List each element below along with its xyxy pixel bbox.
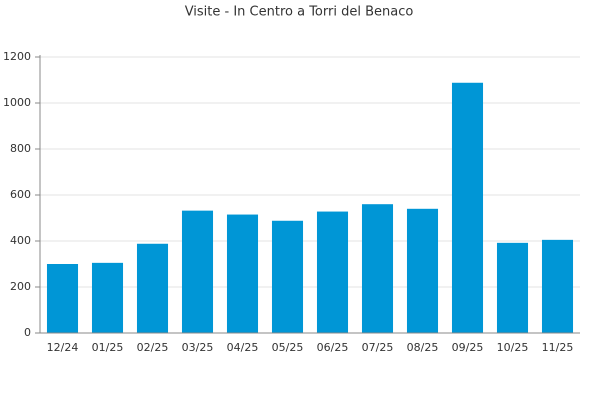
- y-tick-label: 0: [24, 326, 31, 339]
- bar: [271, 220, 304, 333]
- bar: [136, 243, 169, 333]
- y-tick-label: 800: [10, 142, 31, 155]
- bar: [181, 210, 214, 333]
- x-tick-label: 06/25: [317, 341, 349, 354]
- bar: [541, 239, 574, 333]
- x-tick-label: 05/25: [272, 341, 304, 354]
- bar: [496, 242, 529, 333]
- x-tick-label: 09/25: [452, 341, 484, 354]
- y-tick-label: 600: [10, 188, 31, 201]
- x-tick-label: 11/25: [542, 341, 574, 354]
- x-tick-label: 12/24: [47, 341, 79, 354]
- x-tick-label: 01/25: [92, 341, 124, 354]
- x-tick-label: 03/25: [182, 341, 214, 354]
- bar: [361, 204, 394, 333]
- x-tick-label: 04/25: [227, 341, 259, 354]
- y-tick-label: 1000: [3, 96, 31, 109]
- bar: [91, 262, 124, 333]
- bar: [451, 82, 484, 333]
- y-tick-label: 200: [10, 280, 31, 293]
- bar: [406, 208, 439, 333]
- y-tick-label: 1200: [3, 50, 31, 63]
- bar: [46, 264, 79, 333]
- x-tick-label: 08/25: [407, 341, 439, 354]
- x-tick-label: 07/25: [362, 341, 394, 354]
- bar: [316, 211, 349, 333]
- x-tick-label: 02/25: [137, 341, 169, 354]
- y-tick-label: 400: [10, 234, 31, 247]
- bar: [226, 214, 259, 333]
- x-tick-label: 10/25: [497, 341, 529, 354]
- chart-title: Visite - In Centro a Torri del Benaco: [185, 5, 414, 20]
